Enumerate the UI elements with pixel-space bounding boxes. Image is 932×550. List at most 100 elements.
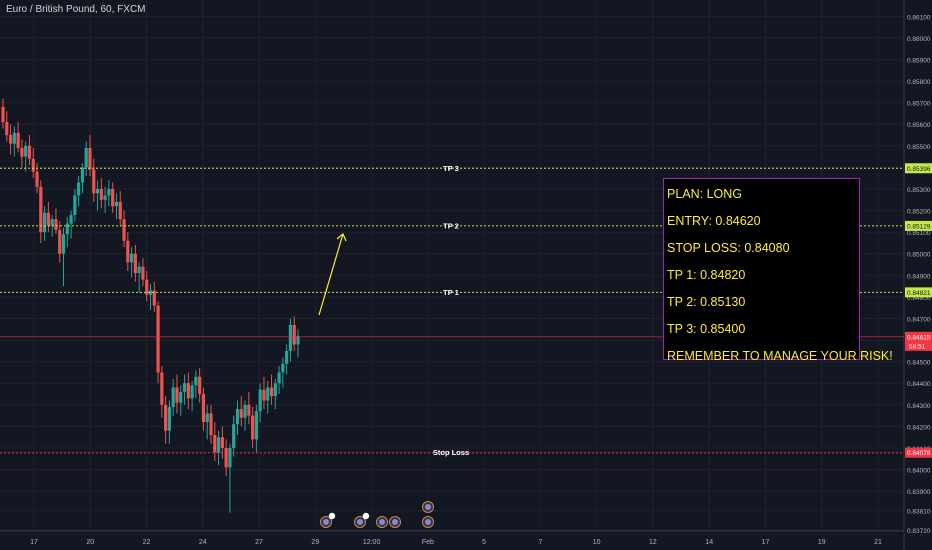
projection-arrow xyxy=(318,233,344,316)
y-tick-label: 0.83900 xyxy=(907,489,931,496)
y-tick-label: 0.85700 xyxy=(907,101,931,108)
candle-body xyxy=(92,169,96,194)
candle-body xyxy=(232,424,236,448)
candle-body xyxy=(137,266,141,274)
candle-body xyxy=(179,391,183,403)
candle-body xyxy=(262,389,266,401)
event-marker-dot xyxy=(392,519,398,525)
y-tick-label: 0.85200 xyxy=(907,209,931,216)
projection-arrowhead xyxy=(336,233,347,242)
candle-body xyxy=(194,376,198,386)
x-tick-label: 24 xyxy=(199,539,207,546)
x-tick-label: 21 xyxy=(874,539,882,546)
candle-body xyxy=(80,167,85,183)
candle-body xyxy=(235,409,240,425)
y-tick-label: 0.85500 xyxy=(907,144,931,151)
event-count-badge xyxy=(328,512,336,520)
y-tick-label: 0.85900 xyxy=(907,57,931,64)
x-tick-label: 5 xyxy=(482,539,486,546)
candle-body xyxy=(296,335,300,345)
plan-risk-note: REMEMBER TO MANAGE YOUR RISK! xyxy=(667,349,893,363)
price-axis xyxy=(904,0,932,550)
candle-body xyxy=(118,201,122,220)
candle-body xyxy=(69,214,73,224)
x-tick-label: 14 xyxy=(705,539,713,546)
candle-body xyxy=(61,234,66,254)
candle-body xyxy=(281,363,285,373)
candle-body xyxy=(228,447,232,468)
y-tick-label: 0.85100 xyxy=(907,230,931,237)
chart-title: Euro / British Pound, 60, FXCM xyxy=(6,4,146,15)
candle-body xyxy=(54,219,58,230)
plan-stop-loss: STOP LOSS: 0.84080 xyxy=(667,241,790,255)
candle-body xyxy=(239,409,243,418)
candle-body xyxy=(148,290,153,295)
candle-body xyxy=(65,223,69,235)
level-label: Stop Loss xyxy=(433,448,469,457)
candle-body xyxy=(20,147,24,157)
x-tick-label: 29 xyxy=(311,539,319,546)
candle-body xyxy=(198,376,202,395)
candle-body xyxy=(84,147,88,168)
level-price-label: 0.84078 xyxy=(907,450,931,457)
candle-body xyxy=(220,437,224,448)
plan-direction: PLAN: LONG xyxy=(667,187,743,201)
y-tick-label: 0.83720 xyxy=(907,528,931,535)
candle-body xyxy=(133,253,137,274)
candle-body xyxy=(31,158,35,172)
candle-body xyxy=(209,413,213,436)
y-tick-label: 0.84500 xyxy=(907,360,931,367)
event-marker-dot xyxy=(357,519,363,525)
candle-body xyxy=(103,195,107,200)
y-tick-label: 0.84000 xyxy=(907,468,931,475)
x-tick-label: 17 xyxy=(762,539,770,546)
candle-body xyxy=(160,372,164,405)
level-price-tag xyxy=(905,447,932,458)
level-label: TP 3 xyxy=(443,164,459,173)
candle-body xyxy=(277,372,281,384)
event-marker-dot xyxy=(425,519,431,525)
y-tick-label: 0.84300 xyxy=(907,403,931,410)
candle-body xyxy=(99,188,103,200)
plan-tp2: TP 2: 0.85130 xyxy=(667,295,746,309)
candle-body xyxy=(288,324,293,351)
x-tick-label: 22 xyxy=(143,539,151,546)
candle-body xyxy=(164,404,168,431)
candle-body xyxy=(16,132,20,148)
candle-body xyxy=(129,253,134,263)
event-marker-dot xyxy=(425,504,431,510)
candle-body xyxy=(122,219,126,241)
candle-body xyxy=(126,240,130,263)
x-tick-label: 19 xyxy=(818,539,826,546)
y-tick-label: 0.86000 xyxy=(907,36,931,43)
candle-body xyxy=(186,383,190,399)
y-tick-label: 0.84800 xyxy=(907,295,931,302)
trade-plan-box: PLAN: LONG ENTRY: 0.84620 STOP LOSS: 0.8… xyxy=(663,178,893,363)
x-tick-label: 10 xyxy=(593,539,601,546)
candle-body xyxy=(43,212,47,233)
current-price-tag xyxy=(905,331,932,351)
plan-entry: ENTRY: 0.84620 xyxy=(667,214,761,228)
x-tick-label: 12:00 xyxy=(363,539,381,546)
level-price-label: 0.85396 xyxy=(907,166,931,173)
y-tick-label: 0.85300 xyxy=(907,187,931,194)
candle-body xyxy=(8,135,13,144)
current-price-label: 0.84615 xyxy=(907,334,931,341)
event-marker-dot xyxy=(379,519,385,525)
plan-tp3: TP 3: 0.85400 xyxy=(667,322,746,336)
y-tick-label: 0.83810 xyxy=(907,509,931,516)
candle-body xyxy=(58,229,62,254)
bar-countdown: 58:51 xyxy=(909,343,926,350)
candle-body xyxy=(258,389,262,412)
candle-body xyxy=(107,188,111,196)
candle-body xyxy=(88,147,92,170)
y-tick-label: 0.84200 xyxy=(907,424,931,431)
candle-body xyxy=(285,350,289,364)
level-price-tag xyxy=(905,287,932,298)
candle-body xyxy=(224,447,228,468)
candle-body xyxy=(77,182,81,196)
event-count-badge xyxy=(362,512,370,520)
candle-body xyxy=(216,437,221,453)
y-tick-label: 0.84900 xyxy=(907,273,931,280)
